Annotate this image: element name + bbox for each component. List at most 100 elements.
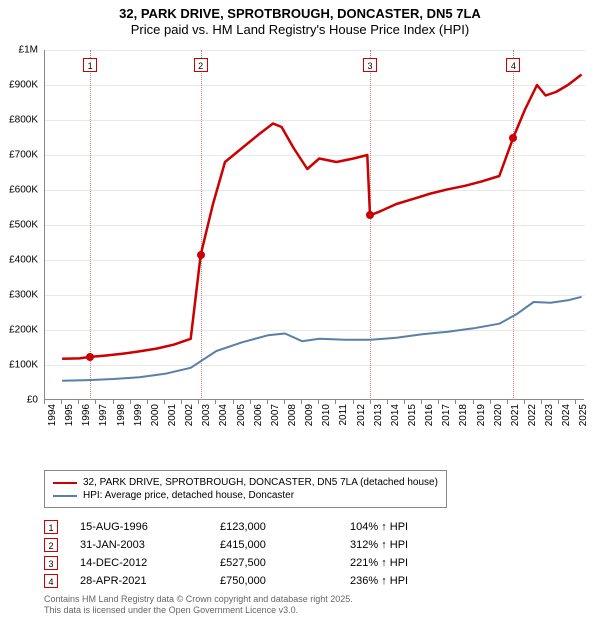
footer-line1: Contains HM Land Registry data © Crown c… [44, 594, 353, 605]
plot-region: 1 2 3 4 [44, 50, 584, 400]
x-axis-label: 2005 [236, 404, 247, 436]
x-axis-label: 2021 [510, 404, 521, 436]
x-tick [490, 400, 491, 404]
event-price: £527,500 [220, 557, 350, 569]
x-tick [78, 400, 79, 404]
x-tick [181, 400, 182, 404]
x-axis-label: 2011 [338, 404, 349, 436]
title-line2: Price paid vs. HM Land Registry's House … [0, 22, 600, 38]
x-axis-label: 1997 [98, 404, 109, 436]
event-date: 28-APR-2021 [80, 575, 220, 587]
y-axis-label: £400K [0, 255, 38, 266]
event-hpi: 312% ↑ HPI [350, 539, 470, 551]
event-dot [509, 134, 517, 142]
x-axis-label: 2009 [304, 404, 315, 436]
x-tick [215, 400, 216, 404]
x-tick [524, 400, 525, 404]
y-axis-label: £900K [0, 80, 38, 91]
x-tick [147, 400, 148, 404]
legend-swatch [53, 495, 77, 497]
x-tick [284, 400, 285, 404]
x-axis-label: 1996 [81, 404, 92, 436]
y-axis-label: £100K [0, 360, 38, 371]
event-hpi: 221% ↑ HPI [350, 557, 470, 569]
x-axis-label: 2003 [201, 404, 212, 436]
event-price: £750,000 [220, 575, 350, 587]
y-axis-label: £500K [0, 220, 38, 231]
x-axis-label: 2000 [150, 404, 161, 436]
event-badge: 1 [83, 58, 97, 72]
x-tick [558, 400, 559, 404]
event-row-badge: 2 [44, 538, 58, 552]
x-tick [198, 400, 199, 404]
x-axis-label: 2012 [356, 404, 367, 436]
event-row-badge: 1 [44, 520, 58, 534]
x-tick [113, 400, 114, 404]
legend-label: HPI: Average price, detached house, Donc… [83, 490, 294, 501]
event-price: £123,000 [220, 521, 350, 533]
chart-area: 1234 £0£100K£200K£300K£400K£500K£600K£70… [44, 50, 584, 430]
event-badge: 3 [363, 58, 377, 72]
event-badge: 4 [506, 58, 520, 72]
event-dot [366, 211, 374, 219]
x-tick [455, 400, 456, 404]
legend-label: 32, PARK DRIVE, SPROTBROUGH, DONCASTER, … [83, 477, 438, 488]
series-svg [45, 50, 585, 400]
event-date: 14-DEC-2012 [80, 557, 220, 569]
legend: 32, PARK DRIVE, SPROTBROUGH, DONCASTER, … [44, 470, 447, 508]
x-axis-label: 2007 [270, 404, 281, 436]
x-axis-label: 2002 [184, 404, 195, 436]
x-axis-label: 2018 [458, 404, 469, 436]
x-axis-label: 2001 [167, 404, 178, 436]
series-line [62, 297, 582, 381]
event-dot [86, 353, 94, 361]
x-tick [353, 400, 354, 404]
x-tick [164, 400, 165, 404]
x-tick [575, 400, 576, 404]
x-tick [250, 400, 251, 404]
x-tick [44, 400, 45, 404]
events-table: 1 15-AUG-1996£123,000104% ↑ HPI 2 31-JAN-20… [44, 518, 470, 590]
y-axis-label: £300K [0, 290, 38, 301]
y-axis-label: £200K [0, 325, 38, 336]
x-tick [404, 400, 405, 404]
x-axis-label: 1994 [47, 404, 58, 436]
x-tick [318, 400, 319, 404]
x-axis-label: 2019 [476, 404, 487, 436]
y-axis-label: £0 [0, 395, 38, 406]
x-axis-label: 1995 [64, 404, 75, 436]
x-tick [370, 400, 371, 404]
x-tick [335, 400, 336, 404]
x-axis-label: 2006 [253, 404, 264, 436]
event-date: 15-AUG-1996 [80, 521, 220, 533]
series-line [62, 75, 582, 359]
x-axis-label: 1999 [133, 404, 144, 436]
x-axis-label: 2020 [493, 404, 504, 436]
event-table-row: 428-APR-2021£750,000236% ↑ HPI [44, 572, 470, 590]
event-row-badge: 3 [44, 556, 58, 570]
event-table-row: 3 14-DEC-2012£527,500221% ↑ HPI [44, 554, 470, 572]
x-axis-label: 2023 [544, 404, 555, 436]
x-axis-label: 2015 [407, 404, 418, 436]
event-price: £415,000 [220, 539, 350, 551]
x-tick [421, 400, 422, 404]
y-axis-label: £700K [0, 150, 38, 161]
x-axis-label: 2010 [321, 404, 332, 436]
event-badge: 2 [194, 58, 208, 72]
event-table-row: 1 15-AUG-1996£123,000104% ↑ HPI [44, 518, 470, 536]
event-hpi: 104% ↑ HPI [350, 521, 470, 533]
x-tick [473, 400, 474, 404]
x-axis-label: 2016 [424, 404, 435, 436]
x-axis-label: 2022 [527, 404, 538, 436]
x-tick [233, 400, 234, 404]
x-tick [130, 400, 131, 404]
event-date: 31-JAN-2003 [80, 539, 220, 551]
x-axis-label: 2004 [218, 404, 229, 436]
x-tick [507, 400, 508, 404]
x-axis-label: 2013 [373, 404, 384, 436]
x-tick [438, 400, 439, 404]
x-axis-label: 2014 [390, 404, 401, 436]
event-row-badge: 4 [44, 574, 58, 588]
x-tick [387, 400, 388, 404]
event-table-row: 2 31-JAN-2003£415,000312% ↑ HPI [44, 536, 470, 554]
